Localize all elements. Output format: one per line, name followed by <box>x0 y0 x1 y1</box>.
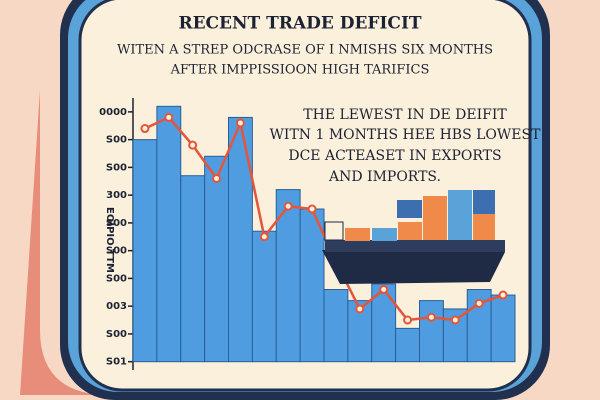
bar <box>323 289 349 363</box>
line-marker <box>164 112 174 122</box>
subtitle: AFTER IMPPISSIOON HIGH TARIFICS <box>170 63 430 78</box>
y-tick-label: S00 <box>106 162 127 173</box>
line-marker <box>498 290 508 300</box>
y-tick-label: 0000 <box>99 107 127 118</box>
bar <box>371 283 397 363</box>
bar <box>228 116 253 363</box>
annotation: DCE ACTEASET IN EXPORTS <box>288 148 501 164</box>
line-marker <box>355 304 365 314</box>
y-tick-label: S00 <box>106 135 127 146</box>
y-tick-label: S00 <box>106 273 127 284</box>
y-tick-label: 003 <box>106 301 127 312</box>
line-marker <box>188 140 198 150</box>
line-marker <box>212 173 222 183</box>
line-marker <box>235 118 245 128</box>
line-marker <box>307 204 317 214</box>
bar <box>156 105 182 363</box>
bar <box>395 327 420 363</box>
line-marker <box>403 315 413 325</box>
line-marker <box>259 232 269 242</box>
bar <box>251 230 277 363</box>
chart-title: RECENT TRADE DEFICIT <box>178 14 421 34</box>
bar <box>299 208 325 363</box>
y-tick-label: S01 <box>106 357 127 368</box>
bar <box>204 155 229 363</box>
ship <box>322 190 505 284</box>
y-tick-label: S00 <box>106 246 127 257</box>
line-marker <box>283 201 293 211</box>
line-marker <box>140 124 150 134</box>
bar <box>132 139 158 363</box>
subtitle: WITEN A STREP ODCRASE OF I NMISHS SIX MO… <box>117 43 493 58</box>
line-marker <box>474 298 484 308</box>
y-tick-label: S00 <box>106 329 127 340</box>
shadow <box>20 90 110 395</box>
y-axis-label: EOIPIO TTM <box>104 207 115 273</box>
bar <box>419 300 444 363</box>
line <box>144 115 504 322</box>
y-tick-label: S00 <box>106 218 127 229</box>
line-marker <box>426 312 436 322</box>
line-marker <box>379 285 389 295</box>
annotation: THE LEWEST IN DE DEIFIT <box>303 107 507 123</box>
plot: 0000 S00 S00 300 S00 S00 S00 003 S00 S01 <box>99 98 516 370</box>
bar <box>180 175 206 363</box>
annotation: WITN 1 MONTHS HEE HBS LOWEST <box>270 127 542 143</box>
y-tick-label: 300 <box>106 190 127 201</box>
line-marker <box>450 315 460 325</box>
bar <box>490 294 516 363</box>
annotation: AND IMPORTS. <box>328 169 441 185</box>
